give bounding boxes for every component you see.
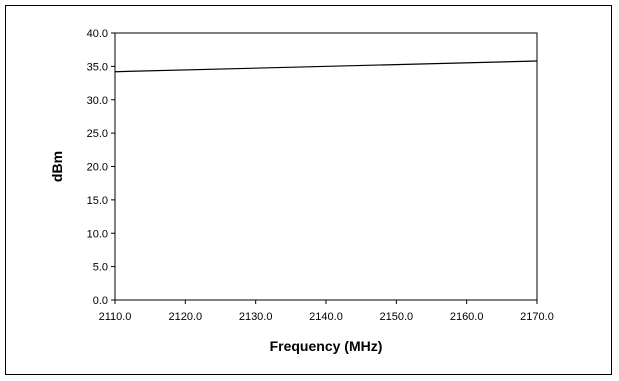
y-axis-title: dBm bbox=[49, 151, 65, 182]
y-tick-label: 15.0 bbox=[87, 195, 108, 207]
x-tick-label: 2170.0 bbox=[520, 311, 554, 323]
x-axis-ticks: 2110.0 2120.0 2130.0 2140.0 2150.0 2160.0 2170… bbox=[99, 300, 554, 323]
y-tick-label: 25.0 bbox=[87, 128, 108, 140]
y-tick-label: 5.0 bbox=[93, 262, 108, 274]
series-line bbox=[114, 60, 538, 73]
x-tick-label: 2150.0 bbox=[380, 311, 414, 323]
x-tick-label: 2130.0 bbox=[239, 311, 273, 323]
series-layer bbox=[114, 60, 538, 73]
x-tick-label: 2160.0 bbox=[450, 311, 484, 323]
y-tick-label: 10.0 bbox=[87, 228, 108, 240]
y-tick-label: 35.0 bbox=[87, 61, 108, 73]
x-axis-title: Frequency (MHz) bbox=[270, 338, 383, 354]
plot-area bbox=[114, 32, 538, 301]
x-tick-label: 2120.0 bbox=[169, 311, 203, 323]
y-tick-label: 0.0 bbox=[93, 295, 108, 307]
x-tick-label: 2110.0 bbox=[99, 311, 132, 323]
y-tick-label: 40.0 bbox=[87, 28, 108, 40]
y-axis-ticks: 0.0 5.0 10.0 15.0 20.0 25.0 30.0 35.0 40.0 bbox=[87, 28, 115, 307]
y-tick-label: 20.0 bbox=[87, 162, 108, 174]
x-tick-label: 2140.0 bbox=[309, 311, 343, 323]
y-tick-label: 30.0 bbox=[87, 95, 108, 107]
